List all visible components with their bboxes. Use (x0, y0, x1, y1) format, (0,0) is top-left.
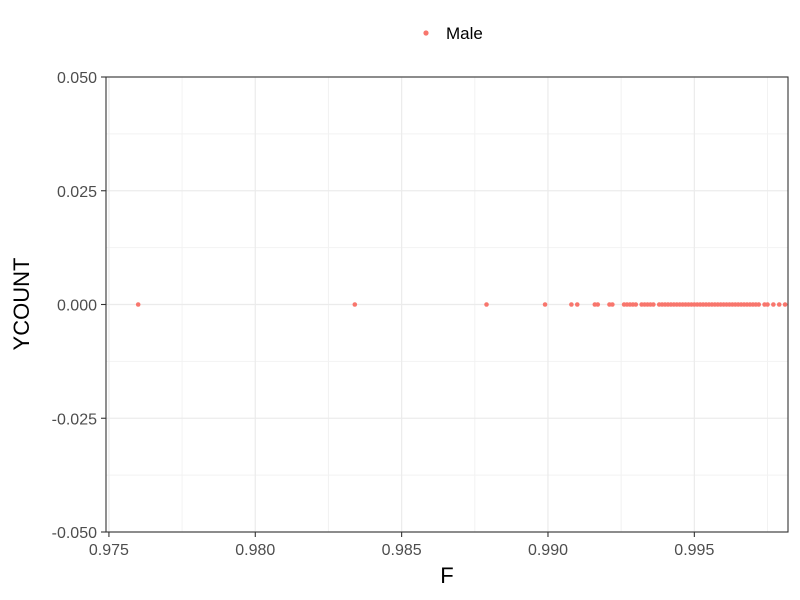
data-point (569, 302, 574, 307)
y-tick-label: 0.050 (57, 70, 97, 87)
data-point (595, 302, 601, 307)
x-tick-label: 0.975 (89, 542, 129, 559)
x-axis-ticks: 0.975 0.980 0.985 0.990 0.995 (89, 532, 714, 559)
data-point (542, 302, 548, 307)
data-point (776, 302, 782, 307)
y-tick-label: 0.025 (57, 184, 97, 201)
legend: Male (423, 24, 483, 43)
y-axis-ticks: 0.050 0.025 0.000 -0.025 -0.050 (52, 70, 106, 542)
data-point (484, 302, 489, 307)
data-point (135, 302, 141, 307)
data-points (135, 302, 788, 307)
data-point (574, 302, 580, 307)
data-point (633, 302, 639, 307)
x-tick-label: 0.990 (528, 542, 568, 559)
x-axis-title: F (440, 563, 453, 588)
legend-label-male: Male (446, 24, 483, 43)
data-point (771, 302, 776, 307)
y-tick-label: -0.050 (52, 525, 97, 542)
data-point (651, 302, 656, 307)
y-tick-label: -0.025 (52, 411, 97, 428)
y-tick-label: 0.000 (57, 298, 97, 315)
data-point (352, 302, 358, 307)
x-tick-label: 0.985 (382, 542, 422, 559)
data-point (765, 302, 770, 307)
data-point (610, 302, 615, 307)
data-point (782, 302, 788, 307)
data-point (756, 302, 762, 307)
y-axis-title: YCOUNT (9, 258, 34, 351)
legend-key-male (423, 30, 429, 36)
x-tick-label: 0.995 (674, 542, 714, 559)
x-tick-label: 0.980 (235, 542, 275, 559)
